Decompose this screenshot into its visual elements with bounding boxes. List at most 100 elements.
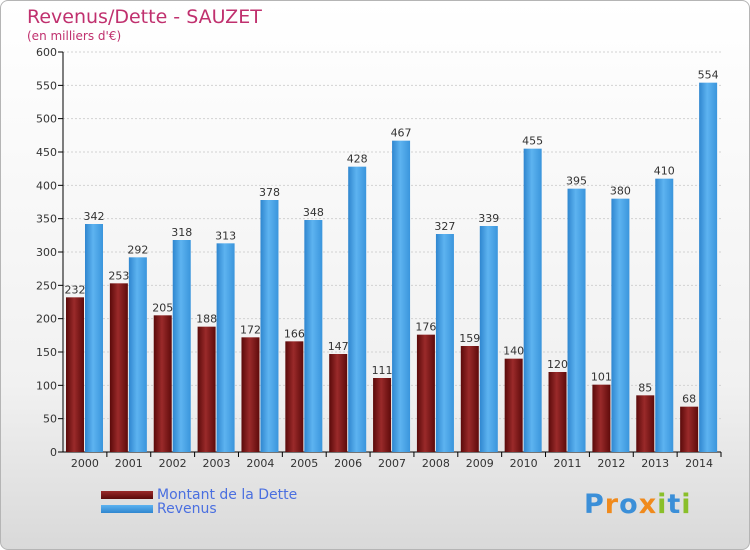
data-label-dette: 166 bbox=[284, 327, 305, 340]
legend-item-revenus: Revenus bbox=[101, 501, 297, 517]
legend-label-revenus: Revenus bbox=[157, 501, 217, 517]
y-tick-label: 400 bbox=[36, 179, 57, 192]
bar-revenus bbox=[523, 148, 542, 452]
data-label-dette: 172 bbox=[240, 323, 261, 336]
y-tick-label: 550 bbox=[36, 79, 57, 92]
x-tick-label: 2008 bbox=[422, 457, 450, 470]
bar-dette bbox=[197, 326, 216, 452]
y-tick-label: 600 bbox=[36, 46, 57, 59]
bar-revenus bbox=[260, 200, 279, 452]
chart-title: Revenus/Dette - SAUZET bbox=[27, 6, 262, 28]
y-tick-label: 0 bbox=[50, 446, 57, 459]
data-label-dette: 205 bbox=[152, 301, 173, 314]
bar-revenus bbox=[479, 226, 498, 452]
legend-label-dette: Montant de la Dette bbox=[157, 487, 298, 503]
data-label-revenus: 342 bbox=[84, 210, 105, 223]
bar-revenus bbox=[655, 178, 674, 452]
data-label-revenus: 554 bbox=[698, 69, 719, 82]
bar-dette bbox=[636, 395, 655, 452]
x-tick-label: 2006 bbox=[334, 457, 362, 470]
y-tick-label: 500 bbox=[36, 113, 57, 126]
x-tick-label: 2011 bbox=[553, 457, 581, 470]
y-tick-label: 50 bbox=[43, 413, 57, 426]
bar-dette bbox=[66, 297, 84, 452]
x-tick-label: 2010 bbox=[510, 457, 538, 470]
data-label-revenus: 410 bbox=[654, 165, 675, 178]
x-tick-label: 2002 bbox=[159, 457, 187, 470]
y-tick-label: 100 bbox=[36, 379, 57, 392]
data-label-revenus: 318 bbox=[171, 226, 192, 239]
data-label-dette: 111 bbox=[372, 364, 393, 377]
x-tick-label: 2004 bbox=[246, 457, 274, 470]
x-tick-label: 2003 bbox=[203, 457, 231, 470]
grid-lines bbox=[63, 51, 721, 420]
bar-dette bbox=[109, 283, 128, 452]
data-label-revenus: 378 bbox=[259, 186, 280, 199]
legend-swatch-dette bbox=[101, 491, 153, 499]
bar-dette bbox=[680, 406, 699, 452]
x-tick-label: 2001 bbox=[115, 457, 143, 470]
data-label-dette: 120 bbox=[547, 358, 568, 371]
y-tick-label: 200 bbox=[36, 313, 57, 326]
data-label-dette: 188 bbox=[196, 313, 217, 326]
data-label-revenus: 292 bbox=[127, 243, 148, 256]
data-label-dette: 101 bbox=[591, 371, 612, 384]
data-label-dette: 140 bbox=[503, 345, 524, 358]
bars bbox=[66, 82, 718, 453]
x-tick-label: 2005 bbox=[290, 457, 318, 470]
data-label-revenus: 428 bbox=[347, 153, 368, 166]
data-label-dette: 176 bbox=[415, 321, 436, 334]
y-tick-label: 150 bbox=[36, 346, 57, 359]
bar-dette bbox=[285, 341, 304, 452]
bar-dette bbox=[373, 378, 392, 452]
data-label-revenus: 339 bbox=[478, 212, 499, 225]
data-label-dette: 68 bbox=[682, 393, 696, 406]
bar-revenus bbox=[699, 82, 718, 453]
legend-item-dette: Montant de la Dette bbox=[101, 487, 298, 503]
bar-dette bbox=[329, 354, 348, 452]
x-tick-label: 2013 bbox=[641, 457, 669, 470]
bar-dette bbox=[504, 358, 523, 452]
bar-dette bbox=[592, 384, 611, 452]
bar-revenus bbox=[85, 224, 103, 452]
data-label-dette: 147 bbox=[328, 340, 349, 353]
data-label-dette: 232 bbox=[65, 283, 86, 296]
bar-revenus bbox=[216, 243, 235, 452]
data-label-revenus: 313 bbox=[215, 229, 236, 242]
y-tick-label: 300 bbox=[36, 246, 57, 259]
data-label-dette: 159 bbox=[459, 332, 480, 345]
y-tick-label: 250 bbox=[36, 279, 57, 292]
bar-dette bbox=[548, 372, 567, 452]
bar-revenus bbox=[611, 198, 630, 452]
proxiti-logo: Proxiti bbox=[584, 489, 692, 520]
bar-dette bbox=[241, 337, 260, 452]
x-tick-label: 2014 bbox=[685, 457, 713, 470]
bar-revenus bbox=[304, 220, 323, 452]
bar-revenus bbox=[567, 188, 586, 452]
bar-revenus bbox=[435, 234, 454, 452]
x-tick-label: 2000 bbox=[71, 457, 99, 470]
bar-revenus bbox=[348, 166, 367, 452]
bar-revenus bbox=[128, 257, 147, 452]
y-tick-label: 350 bbox=[36, 213, 57, 226]
x-tick-label: 2009 bbox=[466, 457, 494, 470]
x-tick-label: 2007 bbox=[378, 457, 406, 470]
bar-dette bbox=[460, 346, 479, 452]
bar-revenus bbox=[172, 240, 191, 452]
bar-revenus bbox=[392, 140, 411, 452]
bar-dette bbox=[416, 334, 435, 452]
data-label-revenus: 327 bbox=[434, 220, 455, 233]
legend: Montant de la Dette Revenus bbox=[101, 487, 298, 517]
chart-subtitle: (en milliers d'€) bbox=[27, 29, 122, 43]
y-tick-label: 450 bbox=[36, 146, 57, 159]
data-label-revenus: 455 bbox=[522, 135, 543, 148]
legend-swatch-revenus bbox=[101, 505, 153, 513]
data-label-revenus: 380 bbox=[610, 185, 631, 198]
bar-dette bbox=[153, 315, 172, 452]
data-label-revenus: 348 bbox=[303, 206, 324, 219]
axes: 0 50 100 150 200 250 300 350 400 450 500 550 600 2000… bbox=[36, 46, 722, 470]
data-label-dette: 253 bbox=[108, 269, 129, 282]
x-tick-label: 2012 bbox=[597, 457, 625, 470]
